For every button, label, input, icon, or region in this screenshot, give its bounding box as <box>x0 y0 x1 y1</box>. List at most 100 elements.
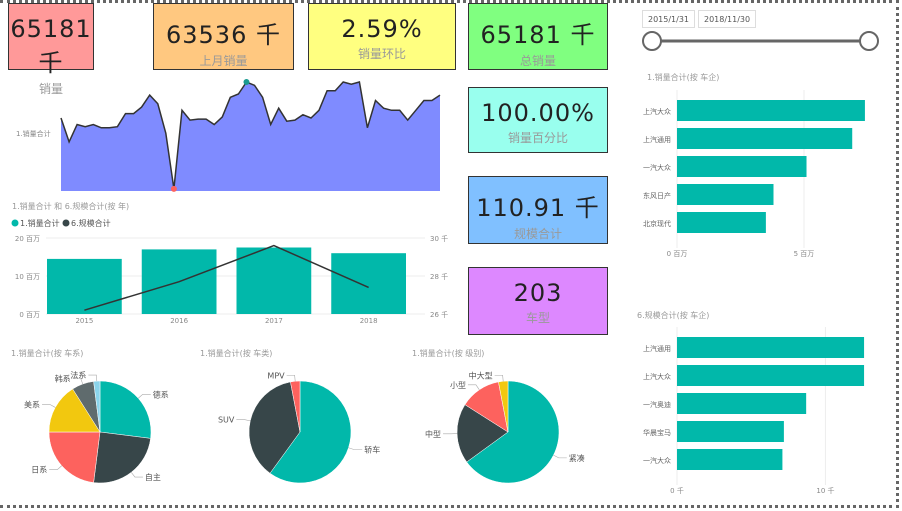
slice-label: 德系 <box>153 389 169 399</box>
slice-label: 自主 <box>145 472 161 482</box>
category-label: 上汽大众 <box>643 107 671 116</box>
category-label: 上汽通用 <box>643 344 671 353</box>
model-count-card[interactable]: 203 车型 <box>468 267 608 335</box>
x-tick: 2016 <box>170 317 188 325</box>
y2-tick: 28 千 <box>430 272 448 281</box>
card-value: 2.59% <box>341 15 423 43</box>
category-label: 一汽大众 <box>643 456 671 465</box>
slice-紧凑 <box>466 380 560 484</box>
x-tick: 10 千 <box>816 486 834 495</box>
hbar2-title: 6.规模合计(按 车企) <box>637 311 710 320</box>
slice-中大型 <box>498 380 509 433</box>
y2-tick: 30 千 <box>430 234 448 243</box>
slice-日系 <box>48 431 101 483</box>
leader-line <box>88 374 98 382</box>
x-tick: 0 千 <box>670 486 684 495</box>
bar-上汽大众 <box>677 100 865 121</box>
date-end-input[interactable]: 2018/11/30 <box>698 10 757 28</box>
slice-label: 轿车 <box>364 445 380 455</box>
category-label: 一汽大众 <box>643 163 671 172</box>
category-label: 北京现代 <box>643 219 671 228</box>
sales-card[interactable]: 65181 千销量 <box>8 3 94 96</box>
date-range-slider[interactable] <box>636 28 886 54</box>
leader-line <box>348 447 363 450</box>
sales-area-chart[interactable]: 1.销量合计 <box>0 76 460 196</box>
slice-德系 <box>99 380 152 439</box>
leader-line <box>72 378 84 385</box>
last-month-sales-card[interactable]: 63536 千上月销量 <box>153 3 294 70</box>
card-value: 65181 千 <box>10 15 92 77</box>
year-combo-chart[interactable]: 1.销量合计 6.规模合计 0 百万 26 千 10 百万 28 千 20 百万 30 千 20… <box>0 212 460 332</box>
bar-北京现代 <box>677 212 766 233</box>
card-value: 203 <box>513 279 563 307</box>
bar-一汽大众 <box>677 449 783 470</box>
leader-line <box>286 374 296 382</box>
slice-label: 小型 <box>450 381 466 390</box>
leader-line <box>49 465 62 470</box>
area-line <box>60 81 441 189</box>
category-label: 一汽奥迪 <box>643 400 671 409</box>
card-label: 车型 <box>525 311 550 325</box>
bar-2018 <box>331 253 406 314</box>
legend-scale: 6.规模合计 <box>71 218 111 228</box>
slice-label: 日系 <box>31 465 47 475</box>
x-tick: 2018 <box>360 317 378 325</box>
x-tick: 2017 <box>265 317 283 325</box>
pie2-title: 1.销量合计(按 车类) <box>200 349 273 358</box>
category-label: 东风日产 <box>643 191 671 200</box>
card-value: 65181 千 <box>480 21 596 49</box>
leader-line <box>467 384 480 390</box>
date-start-input[interactable]: 2015/1/31 <box>642 10 696 28</box>
pie1-title: 1.销量合计(按 车系) <box>11 349 84 358</box>
bar-东风日产 <box>677 184 774 205</box>
slice-label: 中型 <box>425 429 441 439</box>
leader-line <box>138 394 151 399</box>
sales-mom-card[interactable]: 2.59% 销量环比 <box>308 3 456 70</box>
slice-美系 <box>48 388 101 433</box>
bar-上汽大众 <box>677 365 865 386</box>
legend-sales: 1.销量合计 <box>20 218 60 228</box>
area-fill <box>61 82 440 191</box>
min-point-marker <box>170 185 177 192</box>
bar-一汽奥迪 <box>677 393 807 414</box>
legend-scale-dot <box>62 219 70 227</box>
card-label: 上月销量 <box>199 54 248 68</box>
scale-line <box>84 244 369 311</box>
bar-2017 <box>236 247 312 314</box>
slice-法系 <box>93 380 101 433</box>
total-sales-card[interactable]: 65181 千总销量 <box>468 3 608 70</box>
x-tick: 0 百万 <box>667 250 688 258</box>
slider-start-handle[interactable] <box>642 31 662 51</box>
card-label: 销量百分比 <box>507 131 568 145</box>
slice-MPV <box>290 380 301 433</box>
card-label: 销量 <box>38 82 63 96</box>
slice-轿车 <box>269 380 352 484</box>
leader-line <box>131 472 143 478</box>
slice-label: 紧凑 <box>569 453 585 463</box>
card-label: 总销量 <box>519 54 556 68</box>
slice-label: 韩系 <box>55 373 71 383</box>
combo-chart-title: 1.销量合计 和 6.规模合计(按 年) <box>12 202 130 211</box>
legend-sales-dot <box>11 219 19 227</box>
max-point-marker <box>243 79 250 85</box>
card-value: 110.91 千 <box>476 194 600 222</box>
area-y-label: 1.销量合计 <box>16 129 51 138</box>
card-label: 规模合计 <box>513 227 562 241</box>
sales-percent-card[interactable]: 100.00% 销量百分比 <box>468 87 608 153</box>
leader-line <box>236 419 251 422</box>
leader-line <box>553 454 567 459</box>
bar-华晨宝马 <box>677 421 784 442</box>
slice-中型 <box>456 404 509 463</box>
slice-label: MPV <box>267 371 285 380</box>
slider-end-handle[interactable] <box>859 31 879 51</box>
y2-tick: 26 千 <box>430 310 448 319</box>
card-value: 63536 千 <box>166 21 281 49</box>
card-label: 销量环比 <box>357 47 406 61</box>
slice-label: 法系 <box>70 370 86 380</box>
scale-total-card[interactable]: 110.91 千规模合计 <box>468 176 608 244</box>
bar-一汽大众 <box>677 156 807 177</box>
